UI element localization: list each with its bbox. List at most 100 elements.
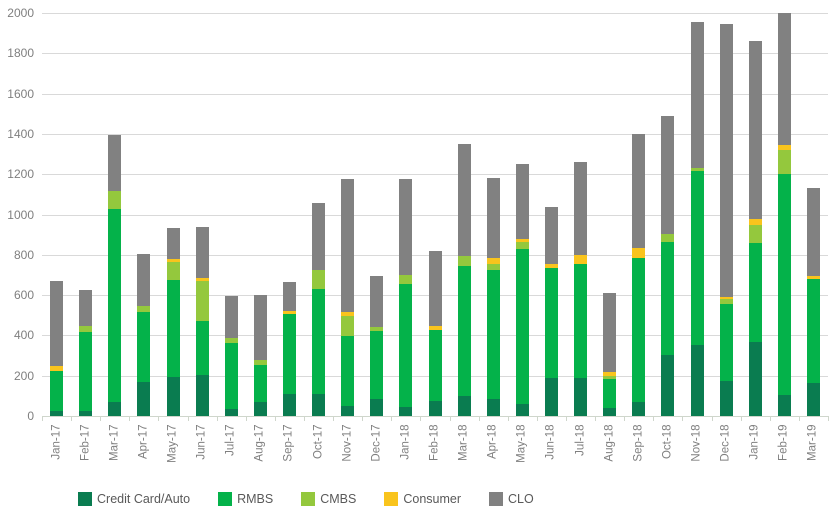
bar-segment-credit-card-auto (457, 395, 471, 416)
bar-segment-credit-card-auto (282, 393, 296, 416)
bar-May-18 (515, 164, 529, 416)
axis-tick (391, 416, 393, 421)
bar-segment-consumer (777, 145, 791, 151)
axis-tick (682, 416, 684, 421)
bar-segment-rmbs (777, 174, 791, 395)
bar-segment-cmbs (690, 168, 704, 172)
bar-segment-credit-card-auto (312, 393, 326, 416)
y-tick-label: 1000 (7, 207, 34, 222)
bar-segment-rmbs (399, 284, 413, 407)
bar-segment-consumer (166, 258, 180, 262)
y-tick-label: 200 (13, 368, 34, 383)
x-tick-label: Apr-17 (137, 424, 150, 460)
bar-segment-consumer (486, 257, 500, 264)
axis-tick (42, 416, 43, 421)
legend-swatch (384, 492, 399, 506)
gridline (42, 13, 828, 14)
y-tick-label: 1400 (7, 126, 34, 141)
bar-segment-rmbs (515, 248, 529, 404)
x-tick-label: May-17 (166, 424, 179, 463)
bar-segment-clo (50, 281, 64, 366)
bar-segment-rmbs (166, 280, 180, 377)
bar-Jan-19 (748, 41, 762, 416)
bar-segment-rmbs (50, 370, 64, 411)
bar-segment-consumer (428, 326, 442, 331)
bar-segment-rmbs (253, 364, 267, 402)
axis-tick (507, 416, 509, 421)
plot-area (42, 13, 829, 421)
bar-segment-rmbs (719, 304, 733, 381)
bar-segment-credit-card-auto (748, 342, 762, 416)
axis-tick (333, 416, 335, 421)
bar-segment-clo (428, 250, 442, 327)
bar-segment-cmbs (312, 269, 326, 290)
bar-segment-rmbs (806, 279, 820, 383)
bar-segment-clo (574, 162, 588, 255)
gridline (42, 214, 828, 216)
bar-segment-credit-card-auto (341, 405, 355, 416)
bar-Feb-17 (79, 290, 93, 416)
y-axis: 0 200 400 600 800 1000 1200 1400 1600 1800 2000 (0, 0, 34, 430)
y-tick-label: 800 (13, 247, 34, 262)
bar-segment-cmbs (79, 326, 93, 333)
bar-segment-clo (603, 293, 617, 372)
legend-label: RMBS (237, 492, 274, 506)
axis-tick (595, 416, 597, 421)
bar-segment-clo (370, 275, 384, 328)
bar-segment-clo (224, 296, 238, 339)
x-tick-label: Oct-18 (661, 424, 674, 460)
legend-swatch (301, 492, 316, 506)
bar-segment-consumer (748, 218, 762, 225)
bar-segment-cmbs (224, 338, 238, 344)
x-tick-label: Jan-19 (748, 424, 761, 460)
bar-segment-credit-card-auto (719, 380, 733, 416)
bar-segment-clo (79, 290, 93, 327)
legend-item-cmbs: CMBS (301, 492, 356, 506)
bar-segment-consumer (544, 263, 558, 268)
bar-segment-clo (748, 41, 762, 219)
bar-segment-clo (282, 282, 296, 312)
bar-Oct-17 (312, 203, 326, 416)
axis-tick (828, 416, 829, 421)
legend-swatch (78, 492, 92, 506)
bar-segment-credit-card-auto (224, 408, 238, 416)
x-axis-line (42, 416, 828, 417)
legend-item-credit-card-auto: Credit Card/Auto (78, 492, 190, 506)
axis-tick (420, 416, 422, 421)
bar-segment-credit-card-auto (166, 376, 180, 416)
y-tick-label: 2000 (7, 6, 34, 20)
bar-segment-rmbs (428, 330, 442, 401)
bar-segment-consumer (282, 311, 296, 315)
bar-Sep-17 (282, 282, 296, 416)
bar-Jul-17 (224, 296, 238, 416)
bar-Aug-17 (253, 295, 267, 416)
bar-segment-credit-card-auto (603, 407, 617, 416)
bar-segment-cmbs (341, 316, 355, 337)
gridline (42, 53, 828, 55)
bar-segment-credit-card-auto (370, 398, 384, 416)
bar-segment-consumer (574, 254, 588, 264)
legend-label: Consumer (403, 492, 462, 506)
axis-tick (274, 416, 276, 421)
bar-segment-rmbs (748, 242, 762, 343)
legend-swatch (489, 492, 504, 506)
x-tick-label: Mar-19 (806, 424, 819, 461)
legend-label: CMBS (320, 492, 357, 506)
bar-segment-clo (632, 133, 646, 248)
bar-segment-credit-card-auto (428, 400, 442, 416)
bar-segment-cmbs (399, 274, 413, 285)
bar-Nov-17 (341, 179, 355, 416)
bar-Nov-18 (690, 22, 704, 416)
bar-segment-rmbs (603, 378, 617, 408)
x-tick-label: Jun-18 (544, 424, 557, 460)
bar-segment-clo (515, 164, 529, 239)
bar-segment-cmbs (370, 327, 384, 332)
bar-Apr-17 (137, 253, 151, 416)
x-tick-label: Feb-17 (79, 424, 92, 461)
bar-segment-credit-card-auto (690, 345, 704, 416)
x-tick-label: Jun-17 (195, 424, 208, 460)
bar-segment-credit-card-auto (632, 401, 646, 416)
bar-segment-clo (806, 188, 820, 276)
bar-segment-cmbs (195, 281, 209, 322)
bar-segment-clo (108, 134, 122, 192)
